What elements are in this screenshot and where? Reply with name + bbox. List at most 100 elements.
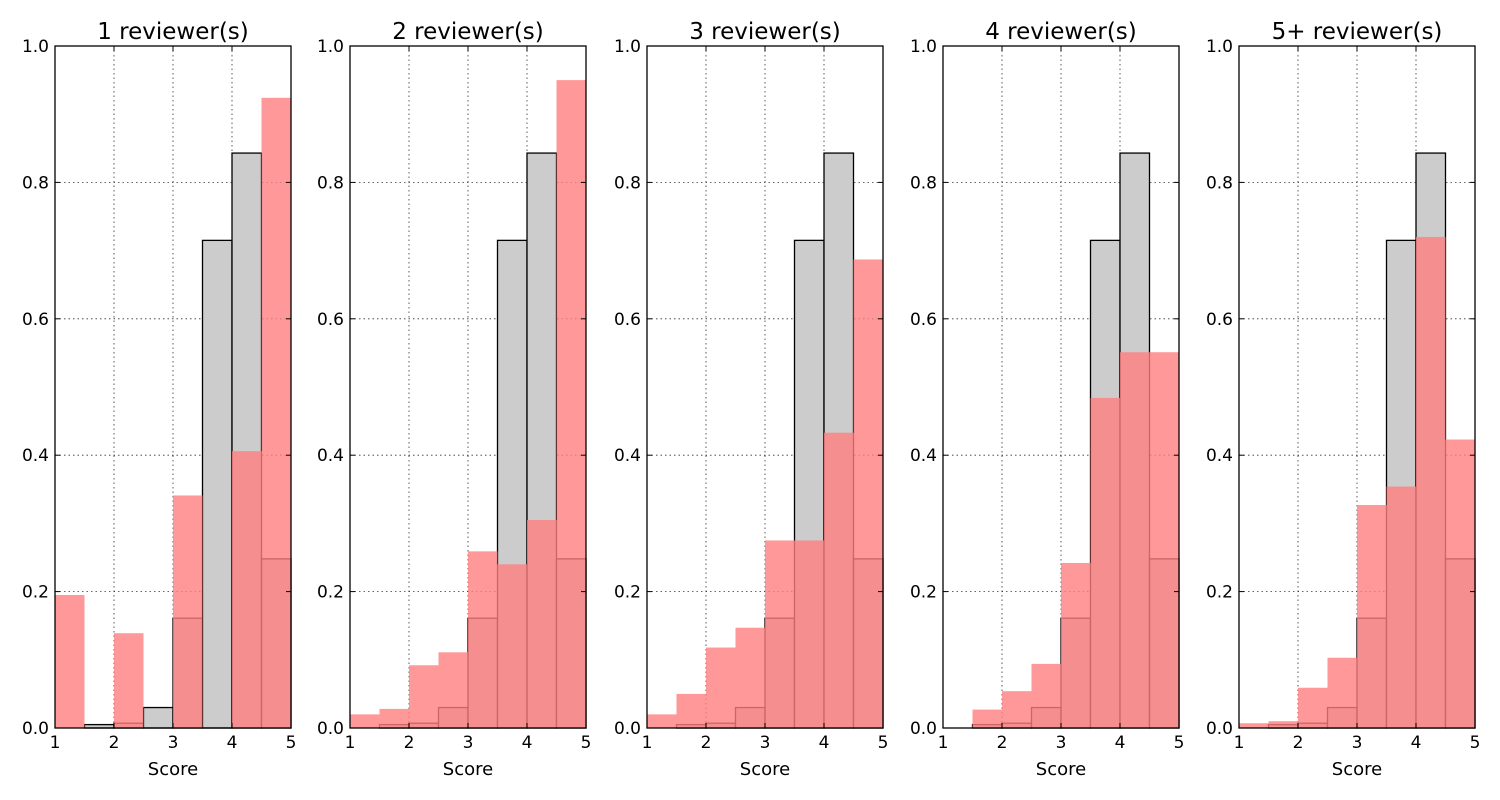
x-tick-label: 4 — [819, 733, 830, 753]
red-bar — [261, 97, 291, 728]
y-tick-label: 0.8 — [22, 173, 49, 193]
x-tick-label: 4 — [1411, 733, 1422, 753]
chart-title: 2 reviewer(s) — [392, 19, 544, 45]
red-bar — [409, 665, 439, 728]
y-tick-label: 0.2 — [910, 583, 937, 603]
chart-panel-5: 1 2 3 4 5 0.0 0.2 0.4 0.6 0.8 1.0 5+ reviewer(s) Sco… — [1206, 19, 1480, 780]
x-tick-label: 4 — [1115, 733, 1126, 753]
y-tick-label: 0.6 — [614, 310, 641, 330]
x-tick-label: 5 — [286, 733, 297, 753]
red-bar — [706, 647, 736, 728]
x-tick-label: 3 — [463, 733, 474, 753]
red-bar — [379, 708, 409, 728]
y-tick-label: 0.6 — [22, 310, 49, 330]
y-tick-label: 0.4 — [614, 446, 641, 466]
red-bar — [438, 652, 468, 728]
red-bar — [1268, 721, 1298, 728]
red-bar — [735, 627, 765, 728]
red-bar — [1031, 663, 1061, 728]
x-tick-label: 1 — [938, 733, 949, 753]
y-tick-label: 1.0 — [1206, 37, 1233, 57]
red-bar — [232, 451, 262, 728]
y-tick-label: 0.2 — [317, 583, 344, 603]
x-tick-label: 3 — [1352, 733, 1363, 753]
x-axis-label: Score — [1332, 759, 1382, 780]
red-bar — [350, 714, 380, 728]
red-bar — [1357, 504, 1387, 728]
y-tick-label: 0.0 — [1206, 719, 1233, 739]
x-tick-label: 1 — [50, 733, 61, 753]
y-tick-label: 0.8 — [1206, 173, 1233, 193]
chart-panel-2: 1 2 3 4 5 0.0 0.2 0.4 0.6 0.8 1.0 2 reviewer(s) Scor… — [317, 19, 591, 780]
red-bar — [972, 709, 1002, 728]
x-tick-label: 1 — [642, 733, 653, 753]
x-tick-label: 2 — [997, 733, 1008, 753]
x-tick-label: 4 — [522, 733, 533, 753]
y-tick-label: 0.0 — [910, 719, 937, 739]
red-bar — [527, 519, 557, 728]
x-tick-label: 2 — [1293, 733, 1304, 753]
x-tick-label: 5 — [878, 733, 889, 753]
x-tick-label: 3 — [1056, 733, 1067, 753]
y-tick-label: 0.6 — [910, 310, 937, 330]
red-bar — [647, 714, 677, 728]
red-bar — [497, 564, 527, 728]
x-tick-label: 2 — [109, 733, 120, 753]
red-bar — [1445, 439, 1475, 728]
y-tick-label: 1.0 — [22, 37, 49, 57]
chart-title: 3 reviewer(s) — [689, 19, 841, 45]
y-tick-label: 0.8 — [910, 173, 937, 193]
x-tick-label: 5 — [581, 733, 592, 753]
y-tick-label: 1.0 — [614, 37, 641, 57]
y-tick-label: 0.8 — [614, 173, 641, 193]
chart-title: 1 reviewer(s) — [97, 19, 249, 45]
x-axis-label: Score — [443, 759, 493, 780]
x-tick-label: 5 — [1174, 733, 1185, 753]
x-tick-label: 2 — [404, 733, 415, 753]
y-tick-label: 1.0 — [317, 37, 344, 57]
red-bar — [114, 633, 144, 728]
x-tick-label: 1 — [345, 733, 356, 753]
x-tick-label: 5 — [1470, 733, 1481, 753]
x-axis-label: Score — [1036, 759, 1086, 780]
y-tick-label: 0.4 — [22, 446, 49, 466]
y-tick-label: 0.6 — [317, 310, 344, 330]
y-tick-label: 0.4 — [317, 446, 344, 466]
red-bar — [1298, 687, 1328, 728]
red-bar — [468, 551, 498, 728]
y-tick-label: 0.2 — [22, 583, 49, 603]
gray-bar — [201, 239, 233, 729]
y-tick-label: 0.0 — [22, 719, 49, 739]
red-bar — [1416, 236, 1446, 728]
gray-bar — [142, 706, 174, 729]
red-bar — [765, 540, 795, 728]
red-bar — [1239, 723, 1269, 728]
chart-title: 5+ reviewer(s) — [1272, 19, 1443, 45]
x-tick-label: 3 — [760, 733, 771, 753]
red-bar — [1149, 352, 1179, 728]
y-tick-label: 0.2 — [614, 583, 641, 603]
red-bar — [1061, 562, 1091, 728]
chart-panel-3: 1 2 3 4 5 0.0 0.2 0.4 0.6 0.8 1.0 3 reviewer(s) Scor… — [614, 19, 888, 780]
x-tick-label: 4 — [227, 733, 238, 753]
x-tick-label: 2 — [701, 733, 712, 753]
x-tick-label: 3 — [168, 733, 179, 753]
red-bar — [1120, 352, 1150, 728]
y-tick-label: 0.4 — [910, 446, 937, 466]
red-bar — [1386, 486, 1416, 728]
red-bar — [824, 432, 854, 728]
x-tick-label: 1 — [1234, 733, 1245, 753]
red-bar — [55, 595, 85, 728]
red-bar — [676, 693, 706, 728]
red-bar — [853, 259, 883, 728]
red-bar — [1090, 397, 1120, 728]
x-axis-label: Score — [148, 759, 198, 780]
chart-title: 4 reviewer(s) — [985, 19, 1137, 45]
y-tick-label: 0.2 — [1206, 583, 1233, 603]
red-bar — [556, 80, 586, 729]
red-bar — [1327, 657, 1357, 728]
y-tick-label: 0.6 — [1206, 310, 1233, 330]
y-tick-label: 0.8 — [317, 173, 344, 193]
red-bar — [1002, 691, 1032, 728]
